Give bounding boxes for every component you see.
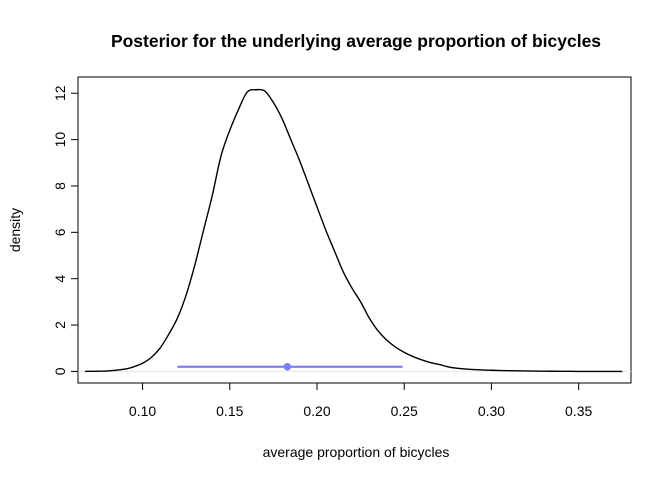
x-tick-label: 0.30: [478, 403, 505, 419]
y-tick-label: 4: [52, 275, 68, 283]
x-tick-label: 0.15: [216, 403, 243, 419]
y-tick-label: 12: [52, 85, 68, 101]
y-tick-label: 2: [52, 321, 68, 329]
y-axis-label: density: [7, 208, 23, 252]
x-axis-label: average proportion of bicycles: [263, 444, 450, 460]
chart-title: Posterior for the underlying average pro…: [111, 31, 601, 51]
y-tick-label: 6: [52, 228, 68, 236]
y-tick-label: 10: [52, 132, 68, 148]
density-curve: [84, 88, 623, 373]
point-estimate-marker: [283, 362, 292, 371]
x-tick-label: 0.35: [565, 403, 592, 419]
y-tick-label: 0: [52, 367, 68, 375]
x-tick-label: 0.25: [391, 403, 418, 419]
y-axis: 0 2 4 6 8 10 12: [52, 85, 78, 375]
plot-frame: [77, 76, 632, 384]
y-tick-label: 8: [52, 182, 68, 190]
x-tick-label: 0.20: [303, 403, 330, 419]
x-tick-label: 0.10: [129, 403, 156, 419]
x-axis: 0.10 0.15 0.20 0.25 0.30 0.35: [129, 383, 593, 419]
